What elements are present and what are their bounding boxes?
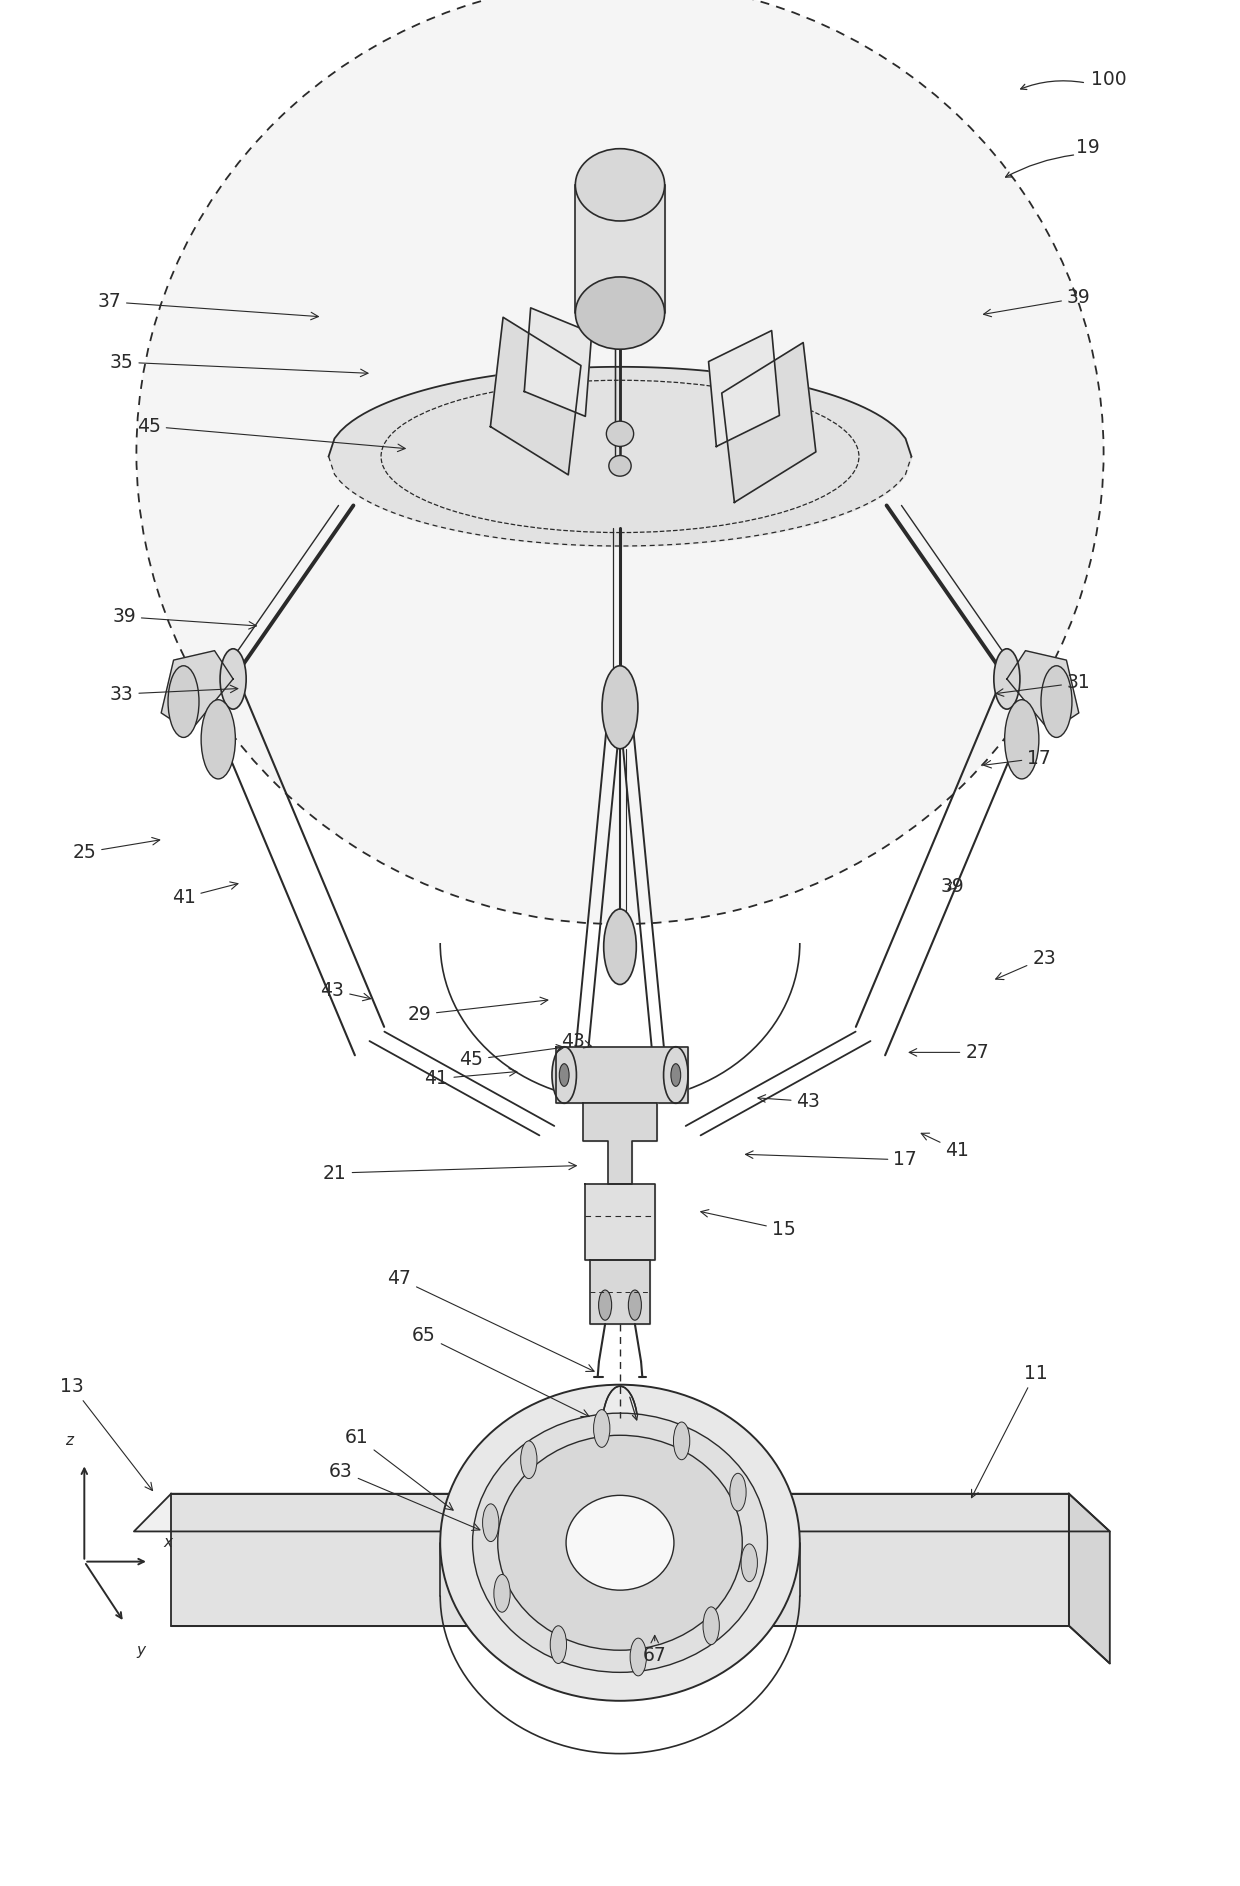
Ellipse shape [521,1441,537,1479]
Text: 19: 19 [1076,138,1100,157]
Polygon shape [556,1047,688,1103]
Ellipse shape [603,666,637,749]
Ellipse shape [201,700,236,779]
Ellipse shape [673,1422,689,1460]
Ellipse shape [993,649,1021,709]
Ellipse shape [609,456,631,475]
Text: 31: 31 [996,673,1091,696]
Ellipse shape [497,1435,743,1650]
Polygon shape [722,343,816,502]
Ellipse shape [551,1626,567,1663]
Polygon shape [134,1494,1110,1531]
Ellipse shape [494,1575,510,1613]
Polygon shape [491,317,580,475]
Polygon shape [583,1103,657,1184]
Text: 43: 43 [560,1032,591,1051]
Text: 17: 17 [745,1150,918,1169]
Text: 61: 61 [345,1428,453,1511]
Ellipse shape [521,1456,719,1630]
Text: 100: 100 [1091,70,1127,89]
Polygon shape [585,1184,655,1260]
Ellipse shape [136,0,1104,924]
Ellipse shape [730,1473,746,1511]
Text: 39: 39 [940,877,965,896]
Text: 39: 39 [983,289,1091,317]
Text: 33: 33 [109,685,238,703]
Text: 17: 17 [983,749,1052,768]
Ellipse shape [1042,666,1071,737]
Text: 11: 11 [971,1364,1048,1497]
Text: 41: 41 [171,883,238,907]
Ellipse shape [219,649,247,709]
Text: x: x [162,1535,172,1550]
Ellipse shape [1004,700,1039,779]
Ellipse shape [703,1607,719,1645]
Polygon shape [708,330,780,447]
Ellipse shape [544,1477,696,1609]
Ellipse shape [663,1047,688,1103]
Polygon shape [590,1260,650,1324]
Text: 41: 41 [424,1069,517,1088]
Polygon shape [575,185,665,313]
Ellipse shape [565,1496,675,1590]
Ellipse shape [472,1413,768,1673]
Ellipse shape [671,1064,681,1086]
Text: 65: 65 [412,1326,589,1416]
Ellipse shape [575,277,665,349]
Ellipse shape [575,149,665,221]
Text: 63: 63 [329,1462,480,1530]
Text: 43: 43 [320,981,371,1001]
Text: z: z [66,1433,73,1448]
Ellipse shape [599,1290,611,1320]
Text: 13: 13 [60,1377,153,1490]
Text: 47: 47 [387,1269,594,1371]
Ellipse shape [606,421,634,447]
Ellipse shape [552,1047,577,1103]
Polygon shape [525,307,591,417]
Text: 35: 35 [109,353,368,377]
Ellipse shape [559,1064,569,1086]
Ellipse shape [742,1545,758,1582]
Polygon shape [1069,1494,1110,1663]
Polygon shape [161,651,233,732]
Text: 39: 39 [112,607,257,630]
Text: 37: 37 [97,292,319,321]
Text: 23: 23 [996,949,1056,979]
Polygon shape [171,1494,1069,1626]
Text: 29: 29 [407,998,548,1024]
Text: 15: 15 [701,1209,796,1239]
Ellipse shape [169,666,198,737]
Text: 21: 21 [322,1162,577,1183]
Text: 45: 45 [136,417,405,451]
Polygon shape [1007,651,1079,732]
Ellipse shape [604,909,636,984]
Text: 25: 25 [72,837,160,862]
Text: $\theta$: $\theta$ [660,1414,673,1433]
Ellipse shape [629,1290,641,1320]
Ellipse shape [482,1503,498,1541]
Text: 27: 27 [909,1043,990,1062]
Ellipse shape [603,1386,637,1469]
Ellipse shape [594,1409,610,1447]
Ellipse shape [440,1384,800,1701]
Text: 45: 45 [459,1045,564,1069]
Text: 43: 43 [758,1092,821,1111]
Text: 67: 67 [642,1635,667,1665]
Text: 41: 41 [921,1133,970,1160]
Ellipse shape [630,1639,646,1677]
Text: y: y [136,1643,145,1658]
